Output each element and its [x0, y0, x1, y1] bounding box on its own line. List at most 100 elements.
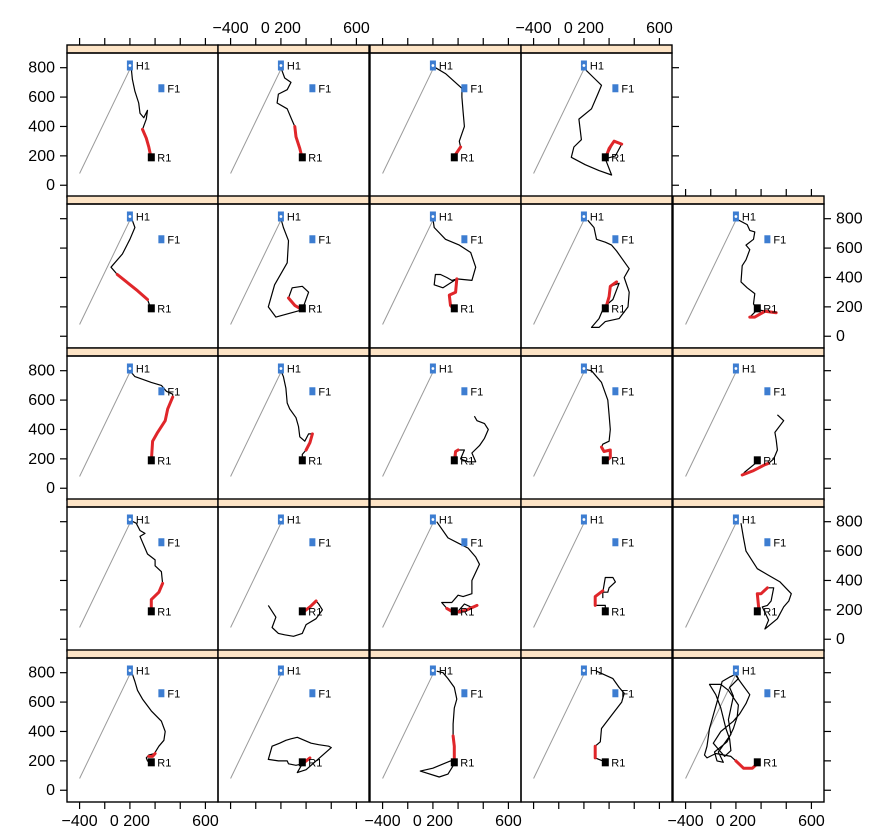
panel-strip [520, 498, 673, 508]
y-tick-label: 800 [28, 665, 55, 682]
marker-label: F1 [167, 83, 180, 95]
marker-f1: F1 [309, 688, 331, 700]
panel-frame [66, 506, 219, 652]
home-marker-dot [128, 215, 132, 218]
marker-f1: F1 [612, 83, 634, 95]
marker-f1: F1 [309, 386, 331, 398]
y-tick-label: 0 [46, 177, 55, 194]
y-tick-label: 800 [28, 363, 55, 380]
track-line [436, 521, 481, 614]
panel-strip [520, 347, 673, 357]
reference-line [685, 219, 737, 325]
x-tick-label: 600 [646, 20, 673, 37]
panel-strip [66, 195, 219, 205]
reference-line [382, 673, 434, 779]
home-marker-dot [279, 215, 283, 218]
marker-f1: F1 [309, 83, 331, 95]
marker-r1: R1 [298, 606, 322, 618]
x-tick-label: 600 [495, 813, 522, 830]
release-marker [147, 304, 155, 313]
marker-r1: R1 [450, 152, 474, 164]
marker-label: H1 [287, 363, 301, 375]
marker-label: R1 [157, 757, 171, 769]
highlight-segment [603, 280, 619, 312]
release-marker [601, 758, 609, 767]
marker-f1: F1 [764, 386, 786, 398]
track-line [267, 218, 310, 318]
marker-h1: H1 [126, 363, 150, 375]
track-line [131, 674, 166, 765]
marker-label: H1 [439, 211, 453, 223]
highlight-segment [149, 395, 175, 464]
reference-line [533, 673, 585, 779]
panel-strip [217, 649, 370, 659]
x-tick-label: 0 200 [413, 813, 453, 830]
food-marker [461, 538, 468, 547]
release-marker [601, 607, 609, 616]
marker-label: F1 [773, 688, 786, 700]
panel-strip [672, 347, 825, 357]
home-marker-dot [734, 518, 738, 521]
marker-label: F1 [773, 537, 786, 549]
release-marker [298, 456, 306, 465]
x-tick-label: −400 [213, 20, 249, 37]
marker-label: F1 [621, 83, 634, 95]
food-marker [612, 538, 619, 547]
x-tick-label: −400 [365, 813, 401, 830]
panel-strip [66, 498, 219, 508]
marker-label: H1 [439, 514, 453, 526]
reference-line [533, 522, 585, 628]
marker-f1: F1 [309, 537, 331, 549]
release-marker [147, 758, 155, 767]
reference-line [230, 68, 282, 174]
highlight-segment [149, 581, 165, 615]
x-tick-label: 600 [192, 813, 219, 830]
home-marker-dot [734, 367, 738, 370]
y-tick-label: 400 [28, 421, 55, 438]
marker-h1: H1 [429, 211, 453, 223]
y-tick-label: 200 [28, 148, 55, 165]
release-marker [298, 153, 306, 162]
release-marker [147, 456, 155, 465]
release-marker [298, 607, 306, 616]
x-tick-label: 600 [343, 20, 370, 37]
marker-f1: F1 [461, 234, 483, 246]
marker-h1: H1 [580, 363, 604, 375]
panel-strip [369, 347, 522, 357]
marker-h1: H1 [277, 514, 301, 526]
panel-12: H1 F1 R1 [369, 347, 522, 501]
marker-h1: H1 [732, 514, 756, 526]
panel-21: H1 F1 R1 [217, 649, 370, 803]
panel-frame [520, 506, 673, 652]
panel-strip [217, 44, 370, 54]
panel-strip [369, 649, 522, 659]
marker-r1: R1 [147, 152, 171, 164]
panel-frame [672, 506, 825, 652]
home-marker-dot [582, 215, 586, 218]
y-tick-label: 400 [28, 723, 55, 740]
marker-h1: H1 [732, 363, 756, 375]
marker-h1: H1 [580, 60, 604, 72]
food-marker [461, 387, 468, 396]
marker-f1: F1 [158, 386, 180, 398]
marker-label: R1 [763, 303, 777, 315]
y-tick-label: 600 [836, 240, 863, 257]
marker-label: H1 [742, 514, 756, 526]
marker-label: R1 [308, 606, 322, 618]
marker-f1: F1 [764, 537, 786, 549]
marker-r1: R1 [753, 757, 777, 769]
track-line [583, 368, 611, 462]
release-marker [753, 456, 761, 465]
marker-label: R1 [460, 606, 474, 618]
release-marker [450, 456, 458, 465]
marker-h1: H1 [429, 60, 453, 72]
panel-3: H1 F1 R1 [369, 44, 522, 198]
marker-label: H1 [439, 363, 453, 375]
marker-h1: H1 [126, 514, 150, 526]
marker-label: F1 [318, 688, 331, 700]
food-marker [764, 689, 771, 698]
marker-label: R1 [460, 455, 474, 467]
marker-label: R1 [611, 152, 625, 164]
panel-frame [66, 355, 219, 501]
marker-label: F1 [621, 234, 634, 246]
